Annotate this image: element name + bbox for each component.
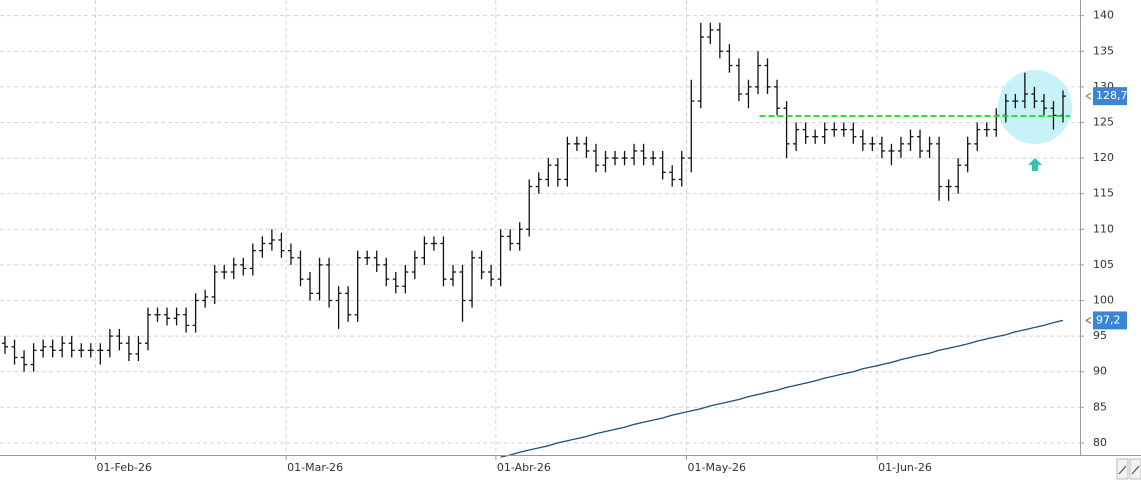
x-tick-label: 01-Jun-26 <box>878 461 932 474</box>
price-label: 128,7 <box>1096 89 1128 102</box>
price-box <box>1093 311 1127 330</box>
y-tick-label: 90 <box>1093 365 1107 378</box>
y-tick-label: 85 <box>1093 400 1107 413</box>
price-pointer <box>1085 92 1092 100</box>
y-tick-label: 140 <box>1093 9 1114 22</box>
y-tick-label: 100 <box>1093 293 1114 306</box>
y-tick-label: 105 <box>1093 258 1114 271</box>
x-tick-label: 01-Abr-26 <box>497 461 551 474</box>
moving-average-line <box>500 319 1064 458</box>
y-tick-label: 120 <box>1093 151 1114 164</box>
y-tick-label: 95 <box>1093 329 1107 342</box>
x-tick-label: 01-Feb-26 <box>97 461 152 474</box>
price-pointer <box>1085 316 1092 324</box>
y-tick-label: 125 <box>1093 115 1114 128</box>
y-tick-label: 135 <box>1093 44 1114 57</box>
y-tick-label: 110 <box>1093 222 1114 235</box>
scroll-button[interactable] <box>1129 458 1141 480</box>
plot-area <box>2 22 1070 458</box>
price-label: 97,2 <box>1096 313 1121 326</box>
x-tick-label: 01-Mar-26 <box>287 461 343 474</box>
x-tick-label: 01-May-26 <box>688 461 746 474</box>
labels: 8085909510010511011512012513013514001-Fe… <box>95 9 1128 474</box>
button-icons <box>1118 465 1140 475</box>
price-box <box>1093 87 1127 106</box>
y-tick-label: 80 <box>1093 436 1107 449</box>
y-tick-label: 115 <box>1093 187 1114 200</box>
grid <box>0 0 1080 455</box>
zoom-button[interactable] <box>1116 458 1129 480</box>
up-arrow <box>1028 158 1042 171</box>
